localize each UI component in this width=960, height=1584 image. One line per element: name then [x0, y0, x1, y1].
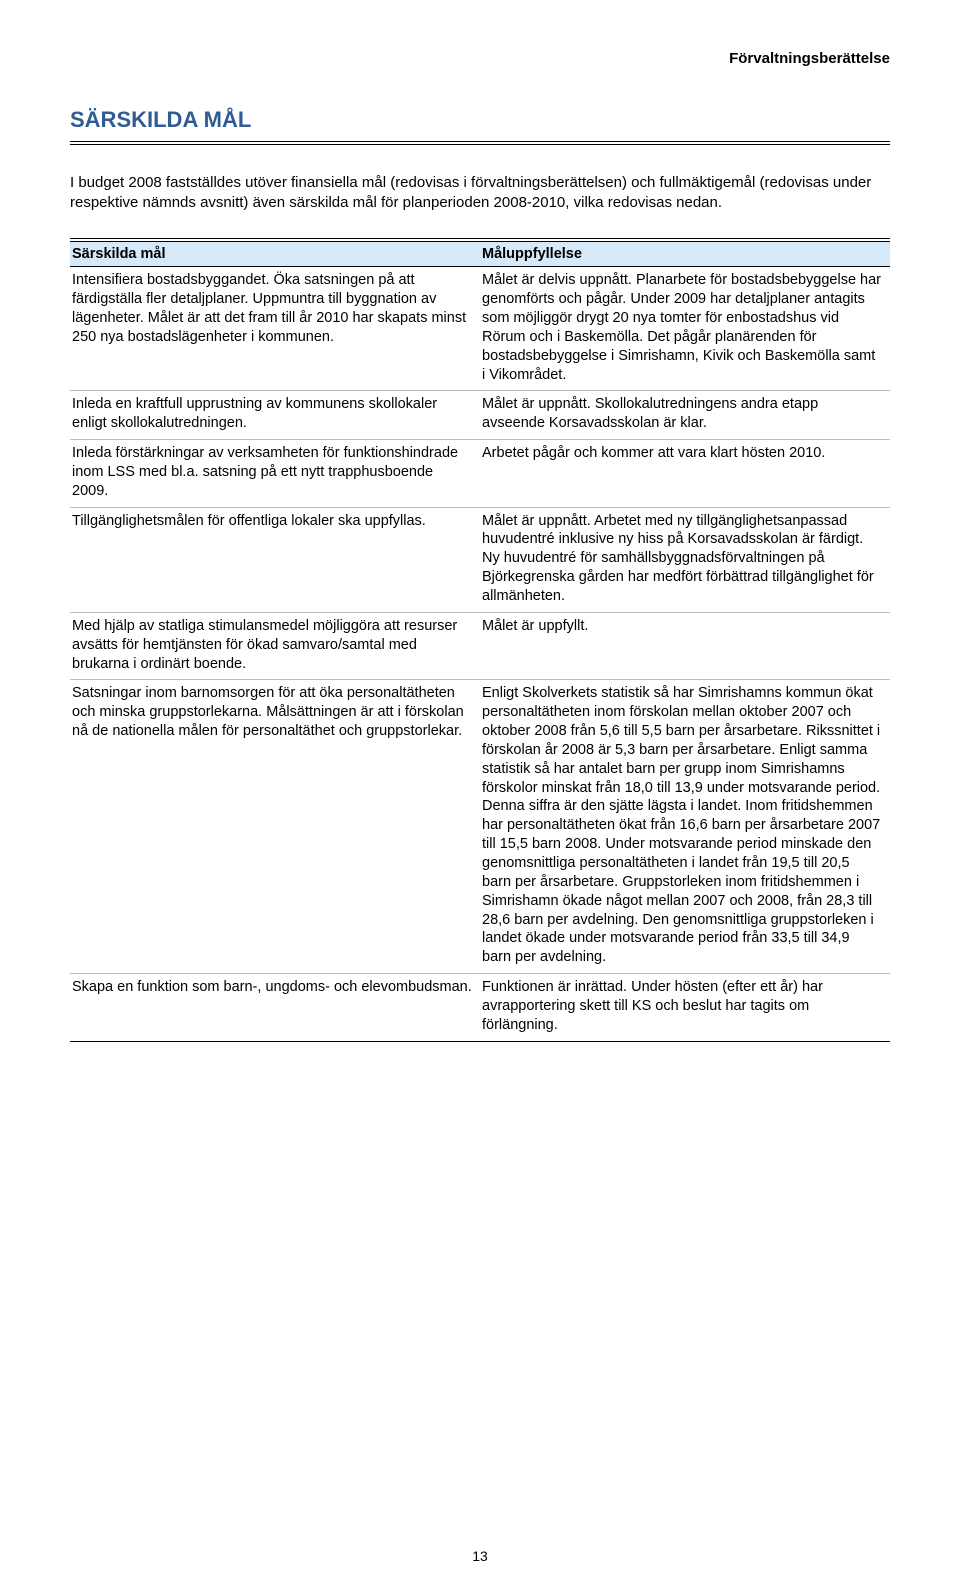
table-row: Med hjälp av statliga stimulansmedel möj…	[70, 612, 890, 680]
cell-goal: Inleda förstärkningar av verksamheten fö…	[70, 440, 480, 508]
table-header-row: Särskilda mål Måluppfyllelse	[70, 242, 890, 267]
cell-result: Arbetet pågår och kommer att vara klart …	[480, 440, 890, 508]
cell-goal: Tillgänglighetsmålen för offentliga loka…	[70, 507, 480, 612]
table-row: Skapa en funktion som barn-, ungdoms- oc…	[70, 974, 890, 1042]
cell-result: Målet är uppfyllt.	[480, 612, 890, 680]
table-row: Intensifiera bostadsbyggandet. Öka satsn…	[70, 267, 890, 391]
page-title: SÄRSKILDA MÅL	[70, 107, 890, 133]
cell-result: Enligt Skolverkets statistik så har Simr…	[480, 680, 890, 974]
cell-goal: Satsningar inom barnomsorgen för att öka…	[70, 680, 480, 974]
col-header-2: Måluppfyllelse	[480, 242, 890, 267]
table-row: Inleda förstärkningar av verksamheten fö…	[70, 440, 890, 508]
cell-goal: Inleda en kraftfull upprustning av kommu…	[70, 391, 480, 440]
cell-goal: Med hjälp av statliga stimulansmedel möj…	[70, 612, 480, 680]
cell-goal: Skapa en funktion som barn-, ungdoms- oc…	[70, 974, 480, 1042]
intro-paragraph: I budget 2008 fastställdes utöver finans…	[70, 173, 890, 214]
col-header-1: Särskilda mål	[70, 242, 480, 267]
page-header: Förvaltningsberättelse	[70, 50, 890, 67]
cell-result: Målet är uppnått. Arbetet med ny tillgän…	[480, 507, 890, 612]
goals-table: Särskilda mål Måluppfyllelse Intensifier…	[70, 242, 890, 1042]
cell-result: Målet är delvis uppnått. Planarbete för …	[480, 267, 890, 391]
table-row: Inleda en kraftfull upprustning av kommu…	[70, 391, 890, 440]
table-row: Tillgänglighetsmålen för offentliga loka…	[70, 507, 890, 612]
table-row: Satsningar inom barnomsorgen för att öka…	[70, 680, 890, 974]
cell-goal: Intensifiera bostadsbyggandet. Öka satsn…	[70, 267, 480, 391]
cell-result: Målet är uppnått. Skollokalutredningens …	[480, 391, 890, 440]
title-divider	[70, 141, 890, 145]
page-number: 13	[0, 1548, 960, 1564]
cell-result: Funktionen är inrättad. Under hösten (ef…	[480, 974, 890, 1042]
